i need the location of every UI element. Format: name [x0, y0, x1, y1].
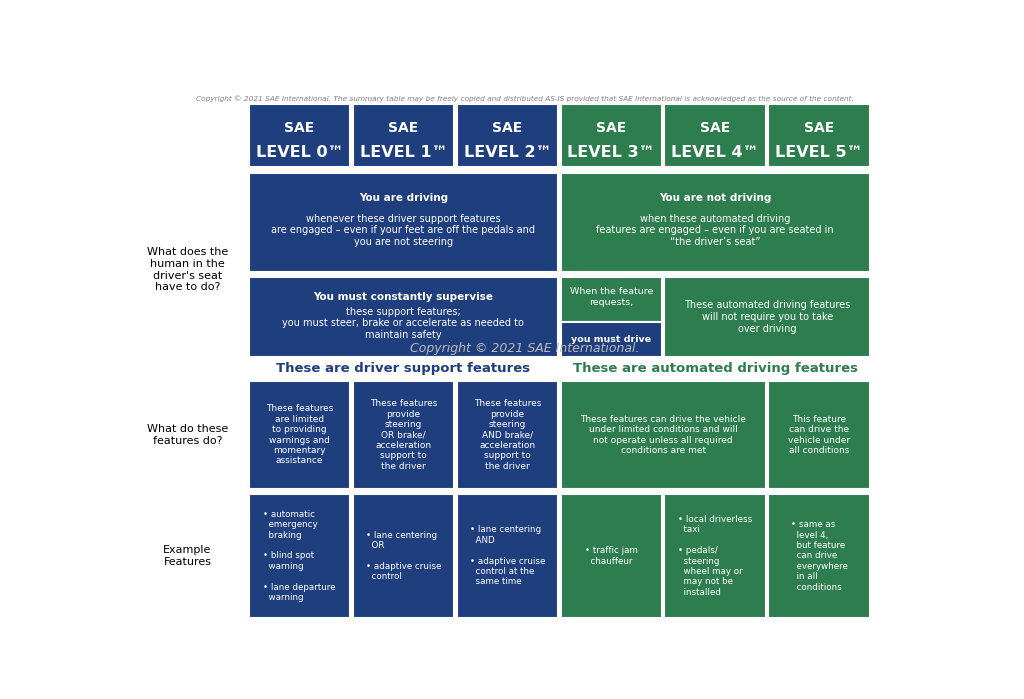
- FancyBboxPatch shape: [249, 277, 558, 357]
- Text: These are driver support features: These are driver support features: [276, 362, 530, 375]
- Text: You are not driving: You are not driving: [659, 193, 771, 203]
- FancyBboxPatch shape: [768, 103, 870, 167]
- Text: • local driverless
  taxi

• pedals/
  steering
  wheel may or
  may not be
  in: • local driverless taxi • pedals/ steeri…: [678, 515, 753, 597]
- FancyBboxPatch shape: [665, 494, 766, 618]
- Text: These features
are limited
to providing
warnings and
momentary
assistance: These features are limited to providing …: [266, 404, 333, 466]
- FancyBboxPatch shape: [457, 103, 558, 167]
- FancyBboxPatch shape: [560, 173, 870, 272]
- Text: • automatic
  emergency
  braking

• blind spot
  warning

• lane departure
  wa: • automatic emergency braking • blind sp…: [263, 510, 336, 602]
- Text: These are automated driving features: These are automated driving features: [572, 362, 858, 375]
- Text: SAE: SAE: [388, 121, 419, 135]
- Text: LEVEL 0™: LEVEL 0™: [256, 145, 343, 159]
- FancyBboxPatch shape: [768, 381, 870, 489]
- Text: LEVEL 2™: LEVEL 2™: [464, 145, 551, 159]
- FancyBboxPatch shape: [560, 381, 766, 489]
- Text: whenever these driver support features
are engaged – even if your feet are off t: whenever these driver support features a…: [271, 214, 536, 247]
- FancyBboxPatch shape: [352, 381, 455, 489]
- FancyBboxPatch shape: [249, 494, 350, 618]
- Text: you must drive: you must drive: [571, 335, 651, 344]
- Text: These automated driving features
will not require you to take
over driving: These automated driving features will no…: [684, 301, 850, 333]
- FancyBboxPatch shape: [352, 494, 455, 618]
- FancyBboxPatch shape: [768, 494, 870, 618]
- FancyBboxPatch shape: [249, 103, 350, 167]
- Text: You must constantly supervise: You must constantly supervise: [313, 291, 494, 302]
- Text: when these automated driving
features are engaged – even if you are seated in
“t: when these automated driving features ar…: [596, 214, 835, 247]
- Text: This feature
can drive the
vehicle under
all conditions: This feature can drive the vehicle under…: [788, 415, 850, 455]
- Text: What do these
features do?: What do these features do?: [146, 424, 228, 445]
- Text: SAE: SAE: [493, 121, 522, 135]
- Text: SAE: SAE: [700, 121, 730, 135]
- FancyBboxPatch shape: [665, 277, 870, 357]
- Text: Example
Features: Example Features: [164, 545, 212, 567]
- Text: These features
provide
steering
AND brake/
acceleration
support to
the driver: These features provide steering AND brak…: [474, 399, 541, 470]
- FancyBboxPatch shape: [560, 103, 663, 167]
- FancyBboxPatch shape: [560, 277, 663, 322]
- Text: SAE: SAE: [596, 121, 627, 135]
- Text: These features can drive the vehicle
under limited conditions and will
not opera: These features can drive the vehicle und…: [581, 415, 746, 455]
- Text: LEVEL 3™: LEVEL 3™: [567, 145, 655, 159]
- Text: SAE: SAE: [804, 121, 835, 135]
- Text: Copyright © 2021 SAE International.: Copyright © 2021 SAE International.: [410, 343, 640, 355]
- Text: Copyright © 2021 SAE International. The summary table may be freely copied and d: Copyright © 2021 SAE International. The …: [196, 96, 854, 102]
- Text: • traffic jam
  chauffeur: • traffic jam chauffeur: [585, 546, 638, 565]
- FancyBboxPatch shape: [457, 494, 558, 618]
- FancyBboxPatch shape: [457, 381, 558, 489]
- Text: • lane centering
  AND

• adaptive cruise
  control at the
  same time: • lane centering AND • adaptive cruise c…: [470, 526, 545, 586]
- Text: LEVEL 5™: LEVEL 5™: [775, 145, 863, 159]
- Text: • same as
  level 4,
  but feature
  can drive
  everywhere
  in all
  condition: • same as level 4, but feature can drive…: [791, 520, 848, 591]
- Text: What does the
human in the
driver's seat
have to do?: What does the human in the driver's seat…: [146, 247, 228, 292]
- FancyBboxPatch shape: [665, 103, 766, 167]
- FancyBboxPatch shape: [249, 173, 558, 272]
- Text: When the feature
requests,: When the feature requests,: [569, 287, 653, 307]
- Text: LEVEL 1™: LEVEL 1™: [359, 145, 447, 159]
- FancyBboxPatch shape: [560, 322, 663, 357]
- FancyBboxPatch shape: [249, 381, 350, 489]
- Text: You are driving: You are driving: [358, 193, 447, 203]
- FancyBboxPatch shape: [560, 494, 663, 618]
- Text: these support features;
you must steer, brake or accelerate as needed to
maintai: these support features; you must steer, …: [283, 307, 524, 340]
- Text: SAE: SAE: [285, 121, 314, 135]
- FancyBboxPatch shape: [352, 103, 455, 167]
- Text: LEVEL 4™: LEVEL 4™: [672, 145, 759, 159]
- Text: • lane centering
  OR

• adaptive cruise
  control: • lane centering OR • adaptive cruise co…: [366, 531, 441, 581]
- Text: These features
provide
steering
OR brake/
acceleration
support to
the driver: These features provide steering OR brake…: [370, 399, 437, 470]
